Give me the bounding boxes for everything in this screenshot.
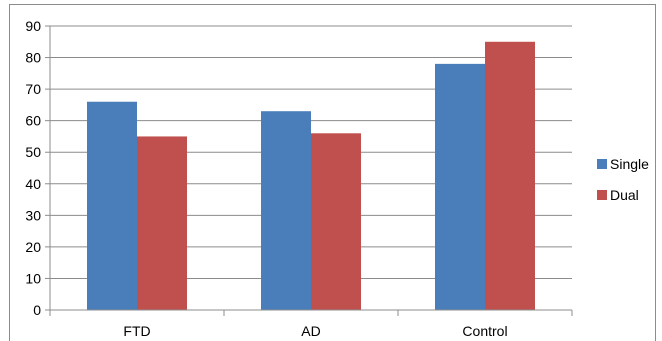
legend-swatch-dual — [597, 190, 607, 200]
legend-label-dual: Dual — [610, 187, 639, 203]
x-tick-label: AD — [301, 323, 320, 339]
legend-swatch-single — [597, 159, 607, 169]
y-tick-label: 50 — [25, 144, 41, 160]
legend: Single Dual — [597, 156, 649, 203]
y-tick-label: 20 — [25, 239, 41, 255]
bar-dual-ad — [311, 133, 361, 310]
bar-dual-control — [485, 41, 535, 311]
bar-dual-ftd — [137, 136, 187, 310]
axes — [45, 25, 573, 316]
y-tick-label: 10 — [25, 270, 41, 286]
y-tick-label: 90 — [25, 18, 41, 34]
y-tick-label: 70 — [25, 81, 41, 97]
y-tick-label: 0 — [33, 302, 41, 318]
x-tick-labels: FTD AD Control — [123, 323, 507, 339]
y-tick-labels: 0 10 20 30 40 50 60 70 80 90 — [25, 18, 41, 318]
y-tick-label: 80 — [25, 50, 41, 66]
bars — [87, 41, 535, 311]
legend-label-single: Single — [610, 156, 649, 172]
bar-single-ftd — [87, 101, 137, 310]
y-tick-label: 60 — [25, 113, 41, 129]
bar-single-ad — [261, 111, 311, 310]
y-tick-label: 40 — [25, 176, 41, 192]
y-tick-label: 30 — [25, 207, 41, 223]
x-tick-label: Control — [462, 323, 507, 339]
x-tick-label: FTD — [123, 323, 150, 339]
bar-single-control — [435, 63, 485, 310]
